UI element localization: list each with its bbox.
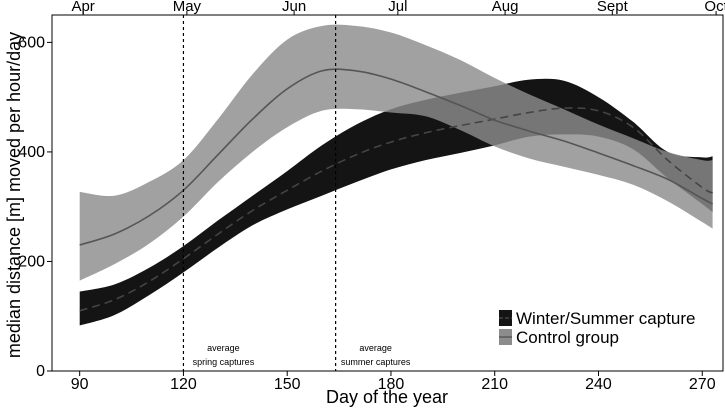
y-tick-label-400: 400	[18, 144, 45, 161]
month-label-may: May	[173, 0, 202, 15]
x-tick-label-150: 150	[274, 376, 301, 393]
reference-lines	[182, 15, 337, 371]
top-month-axis: Apr May Jun Jul Aug Sept Oct	[71, 0, 725, 15]
plot-frame	[51, 14, 724, 372]
band-winter-summer	[79, 78, 713, 326]
month-label-jul: Jul	[388, 0, 407, 15]
x-tick-label-90: 90	[71, 376, 89, 393]
annotation-1-line-1: summer captures	[341, 357, 411, 367]
x-axis: 90 120 150 180 210 240 270	[71, 371, 716, 393]
legend-label-winter-summer: Winter/Summer capture	[516, 309, 696, 328]
series-lines	[79, 68, 714, 312]
legend-label-control: Control group	[516, 328, 619, 347]
month-label-oct: Oct	[704, 0, 725, 15]
y-tick-label-200: 200	[18, 253, 45, 270]
x-tick-label-210: 210	[481, 376, 508, 393]
month-label-apr: Apr	[71, 0, 94, 15]
annotation-0-line-1: spring captures	[193, 357, 255, 367]
y-tick-label-0: 0	[36, 363, 45, 380]
annotation-0-line-0: average	[207, 343, 240, 353]
month-label-aug: Aug	[492, 0, 519, 15]
x-axis-title: Day of the year	[326, 387, 448, 407]
x-tick-label-270: 270	[689, 376, 716, 393]
y-tick-label-600: 600	[18, 34, 45, 51]
month-label-sept: Sept	[597, 0, 629, 15]
confidence-bands	[79, 24, 713, 326]
annotation-1-line-0: average	[359, 343, 392, 353]
annotations: average spring captures average summer capt…	[193, 343, 411, 367]
y-axis-title: median distance [m] moved per hour/day	[4, 32, 24, 358]
x-tick-label-180: 180	[378, 376, 405, 393]
y-axis: 0 200 400 600	[18, 34, 52, 380]
line-control	[79, 68, 714, 246]
band-control	[79, 24, 713, 281]
x-tick-label-120: 120	[170, 376, 197, 393]
month-label-jun: Jun	[282, 0, 306, 15]
line-winter-summer	[79, 107, 713, 312]
x-tick-label-240: 240	[585, 376, 612, 393]
